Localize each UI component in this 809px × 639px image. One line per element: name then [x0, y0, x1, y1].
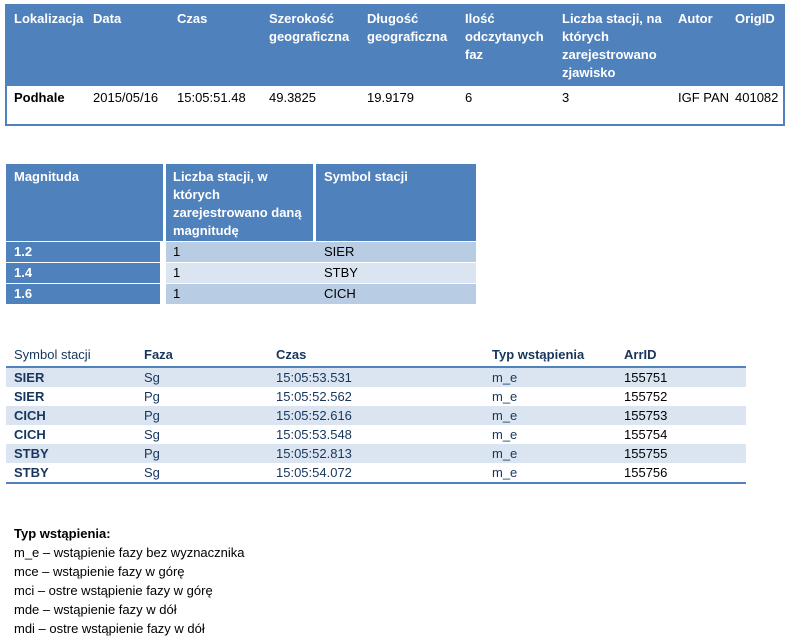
phase-table-header: Symbol stacji Faza Czas Typ wstąpienia A…	[6, 346, 746, 368]
table-cell: IGF PAN	[678, 90, 730, 105]
table-cell: m_e	[492, 370, 518, 385]
table-cell: Pg	[144, 446, 160, 461]
table-cell: 15:05:52.813	[276, 446, 352, 461]
table-cell: 15:05:52.562	[276, 389, 352, 404]
table-row: 1.4 1 STBY	[6, 263, 476, 283]
table-cell: 155753	[624, 408, 668, 423]
table-cell: 1	[166, 284, 316, 304]
header-cell: Data	[93, 11, 122, 26]
table-cell: 19.9179	[367, 90, 414, 105]
table-row: 1.6 1 CICH	[6, 284, 476, 304]
table-cell: 15:05:52.616	[276, 408, 352, 423]
table-cell: 2015/05/16	[93, 90, 159, 105]
table-cell: 15:05:53.531	[276, 370, 352, 385]
table-cell: 1.4	[6, 263, 160, 283]
header-cell: ArrID	[624, 347, 657, 362]
table-cell: STBY	[14, 465, 49, 480]
table-cell: SIER	[14, 370, 45, 385]
table-cell: 155752	[624, 389, 668, 404]
event-table: Lokalizacja Data Czas Szerokość geografi…	[5, 4, 785, 126]
table-cell: STBY	[14, 446, 49, 461]
header-cell: OrigID	[735, 11, 775, 26]
table-row: SIER Sg 15:05:53.531 m_e 155751	[6, 368, 746, 387]
magnitude-table: Magnituda Liczba stacji, w których zarej…	[6, 164, 476, 304]
legend-title: Typ wstąpienia:	[14, 526, 111, 541]
table-cell: SIER	[316, 242, 476, 262]
table-cell: 1.2	[6, 242, 160, 262]
table-cell: 401082	[735, 90, 779, 105]
table-row: STBY Sg 15:05:54.072 m_e 155756	[6, 463, 746, 482]
table-cell: STBY	[316, 263, 476, 283]
header-cell: Symbol stacji	[14, 347, 91, 362]
header-cell: Autor	[678, 11, 713, 26]
phase-table: Symbol stacji Faza Czas Typ wstąpienia A…	[6, 346, 746, 484]
header-cell: Faza	[144, 347, 173, 362]
header-cell: Typ wstąpienia	[492, 347, 585, 362]
table-cell: CICH	[14, 408, 46, 423]
header-cell: Liczba stacji, na których zarejestrowano…	[562, 11, 662, 80]
table-cell: 155751	[624, 370, 668, 385]
table-row: SIER Pg 15:05:52.562 m_e 155752	[6, 387, 746, 406]
legend-item: mdi – ostre wstąpienie fazy w dół	[14, 621, 205, 636]
table-cell: m_e	[492, 427, 518, 442]
table-cell: Pg	[144, 408, 160, 423]
header-cell: Szerokość geograficzna	[269, 11, 350, 44]
table-cell: 1.6	[6, 284, 160, 304]
table-cell: m_e	[492, 446, 518, 461]
header-cell: Liczba stacji, w których zarejestrowano …	[166, 164, 316, 241]
table-cell: SIER	[14, 389, 45, 404]
table-cell: 1	[166, 242, 316, 262]
table-cell: 1	[166, 263, 316, 283]
table-cell: Pg	[144, 389, 160, 404]
table-cell: 6	[465, 90, 473, 105]
table-cell: 15:05:51.48	[177, 90, 246, 105]
header-cell: Symbol stacji	[324, 169, 408, 184]
table-cell: m_e	[492, 389, 518, 404]
table-cell: Sg	[144, 427, 160, 442]
header-cell: Magnituda	[6, 164, 166, 241]
table-row: CICH Pg 15:05:52.616 m_e 155753	[6, 406, 746, 425]
table-cell: Podhale	[14, 90, 65, 105]
table-cell: 15:05:54.072	[276, 465, 352, 480]
table-cell: Sg	[144, 370, 160, 385]
table-cell: 15:05:53.548	[276, 427, 352, 442]
legend-item: mce – wstąpienie fazy w górę	[14, 564, 185, 579]
table-cell: m_e	[492, 408, 518, 423]
onset-type-legend: Typ wstąpienia: m_e – wstąpienie fazy be…	[14, 524, 245, 638]
table-bottom-rule	[6, 482, 746, 484]
legend-item: mci – ostre wstąpienie fazy w górę	[14, 583, 213, 598]
header-cell: Długość geograficzna	[367, 11, 448, 44]
table-row: CICH Sg 15:05:53.548 m_e 155754	[6, 425, 746, 444]
table-cell: 155754	[624, 427, 668, 442]
legend-item: m_e – wstąpienie fazy bez wyznacznika	[14, 545, 245, 560]
legend-item: mde – wstąpienie fazy w dół	[14, 602, 177, 617]
header-cell: Ilość odczytanych faz	[465, 11, 544, 62]
header-cell: Czas	[177, 11, 208, 26]
event-table-header: Lokalizacja Data Czas Szerokość geografi…	[7, 6, 783, 86]
magnitude-table-header: Magnituda Liczba stacji, w których zarej…	[6, 164, 476, 241]
table-cell: 155755	[624, 446, 668, 461]
table-cell: CICH	[316, 284, 476, 304]
table-cell: m_e	[492, 465, 518, 480]
table-cell: Sg	[144, 465, 160, 480]
table-row: 1.2 1 SIER	[6, 242, 476, 262]
table-cell: 155756	[624, 465, 668, 480]
table-cell: CICH	[14, 427, 46, 442]
table-row: STBY Pg 15:05:52.813 m_e 155755	[6, 444, 746, 463]
table-cell: 3	[562, 90, 570, 105]
table-cell: 49.3825	[269, 90, 316, 105]
table-row: Podhale 2015/05/16 15:05:51.48 49.3825 1…	[7, 86, 783, 124]
header-cell: Lokalizacja	[14, 11, 84, 26]
header-cell: Czas	[276, 347, 307, 362]
